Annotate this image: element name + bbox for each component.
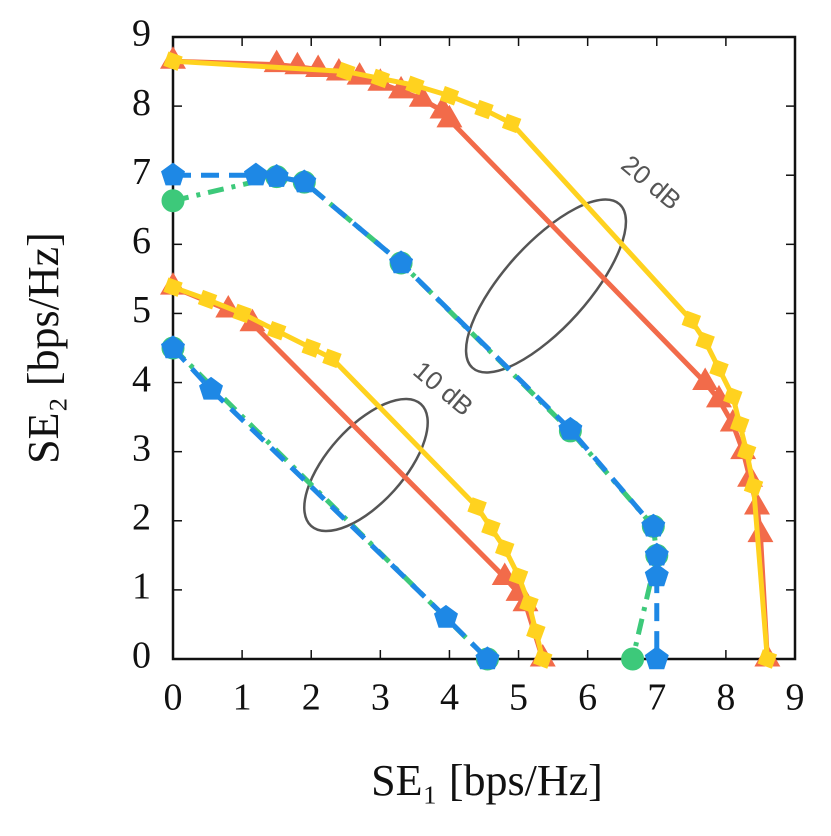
point (161, 335, 185, 359)
x-tick-label: 0 (164, 677, 183, 719)
point (644, 646, 669, 670)
annotation: 20 dB (616, 149, 687, 216)
point (757, 649, 778, 669)
point (508, 566, 529, 586)
series-line (172, 58, 770, 660)
point (481, 517, 501, 538)
point (163, 51, 183, 71)
point (266, 321, 287, 341)
point (389, 250, 414, 274)
y-tick-label: 4 (132, 358, 151, 400)
point (558, 416, 583, 440)
point (644, 542, 669, 566)
ellipse-20db (464, 198, 628, 374)
annotation: 10 dB (408, 355, 479, 422)
y-tick-label: 1 (132, 566, 151, 608)
point (495, 538, 515, 559)
point (709, 359, 729, 379)
point (439, 86, 460, 106)
point (681, 310, 702, 331)
point (723, 386, 743, 407)
x-tick-label: 9 (786, 677, 805, 719)
point (264, 163, 289, 187)
point (644, 563, 669, 587)
series-line (172, 58, 770, 660)
series-line (171, 346, 490, 661)
point (336, 61, 356, 82)
point (433, 604, 458, 628)
point (301, 338, 321, 358)
y-tick-label: 8 (132, 82, 151, 124)
series-line (172, 284, 546, 660)
point (736, 441, 757, 462)
y-tick-label: 5 (132, 289, 151, 331)
point (243, 162, 268, 186)
y-tick-label: 7 (132, 151, 151, 193)
series-line (172, 284, 546, 660)
x-tick-label: 4 (440, 677, 459, 719)
x-tick-label: 8 (716, 677, 735, 719)
x-tick-label: 5 (509, 677, 528, 719)
point (322, 348, 342, 369)
point (370, 68, 391, 89)
y-tick-label: 2 (132, 496, 151, 538)
y-axis-label: SE₂ [bps/Hz] (19, 232, 68, 464)
y-tick-label: 6 (132, 220, 151, 262)
point (199, 376, 224, 400)
x-tick-label: 3 (371, 677, 390, 719)
y-tick-label: 9 (132, 13, 151, 55)
point (163, 277, 183, 297)
point (519, 594, 539, 614)
point (408, 84, 435, 107)
x-tick-label: 6 (578, 677, 597, 719)
point (405, 75, 425, 96)
point (161, 162, 185, 186)
x-axis-label: SE₁ [bps/Hz] (371, 756, 603, 805)
point (501, 113, 522, 134)
point (747, 519, 774, 543)
point (436, 104, 463, 128)
point (743, 476, 764, 496)
point (467, 497, 487, 517)
ellipse-10db (303, 397, 429, 533)
x-tick-label: 7 (647, 677, 666, 719)
x-tick-label: 1 (233, 677, 252, 719)
point (730, 414, 750, 434)
point (641, 513, 666, 537)
point (692, 367, 719, 391)
point (621, 647, 645, 671)
point (292, 169, 317, 193)
point (695, 331, 715, 351)
point (232, 303, 252, 324)
x-tick-label: 2 (302, 677, 321, 719)
point (475, 646, 500, 670)
point (197, 289, 218, 310)
point (474, 99, 494, 120)
point (161, 189, 185, 213)
point (526, 621, 546, 642)
y-tick-label: 0 (132, 635, 151, 677)
point (533, 649, 553, 669)
y-tick-label: 3 (132, 427, 151, 469)
